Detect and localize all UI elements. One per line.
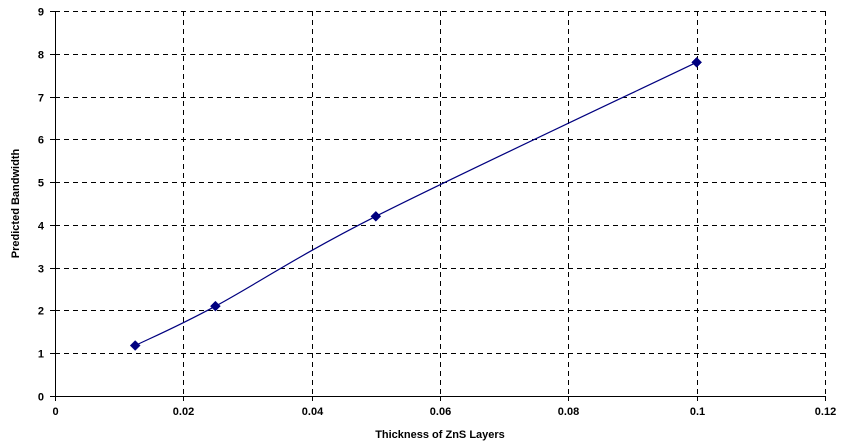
y-tick-label: 6 (38, 135, 44, 147)
y-tick-label: 7 (38, 93, 44, 105)
x-tick-label: 0.08 (558, 406, 579, 418)
x-tick-label: 0.04 (302, 406, 324, 418)
data-point-marker (210, 300, 221, 312)
y-tick-label: 2 (38, 306, 44, 318)
data-point-marker (691, 56, 703, 68)
tick-labels: 0 1 2 3 4 5 6 7 8 9 0 0.02 0.04 0.06 0.08 0.1 0.12 (38, 7, 836, 419)
y-tick-label: 4 (38, 221, 45, 233)
x-tick-label: 0.12 (815, 406, 836, 418)
x-tick-label: 0 (52, 406, 58, 418)
x-tick-label: 0.1 (690, 406, 705, 418)
data-series (129, 56, 703, 351)
data-point-marker (129, 340, 141, 351)
y-tick-label: 9 (38, 7, 44, 19)
series-line (134, 61, 697, 347)
y-axis-title: Predicted Bandwidth (10, 149, 22, 259)
grid-lines (55, 11, 826, 396)
y-tick-label: 8 (38, 50, 44, 62)
data-point-marker (370, 210, 382, 222)
x-tick-label: 0.02 (173, 406, 194, 418)
x-tick-label: 0.06 (430, 406, 451, 418)
y-tick-label: 0 (38, 392, 44, 404)
y-tick-label: 1 (38, 349, 44, 361)
x-axis-title: Thickness of ZnS Layers (375, 429, 505, 441)
y-tick-label: 5 (38, 178, 44, 190)
y-tick-label: 3 (38, 264, 44, 276)
